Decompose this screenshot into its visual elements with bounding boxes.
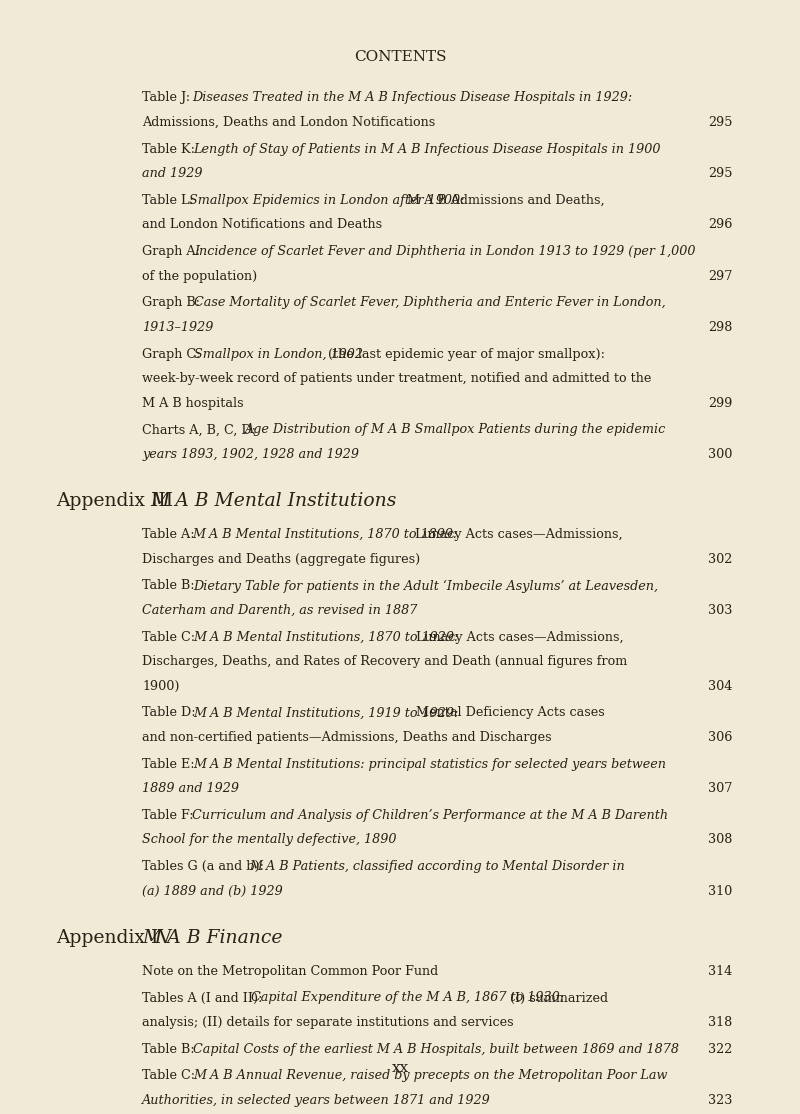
Text: Graph B:: Graph B:: [142, 296, 205, 310]
Text: 295: 295: [708, 116, 733, 129]
Text: 308: 308: [708, 833, 732, 847]
Text: Caterham and Darenth, as revised in 1887: Caterham and Darenth, as revised in 1887: [142, 604, 418, 617]
Text: M A B Mental Institutions: M A B Mental Institutions: [150, 492, 397, 510]
Text: analysis; (II) details for separate institutions and services: analysis; (II) details for separate inst…: [142, 1016, 514, 1029]
Text: Table L:: Table L:: [142, 194, 198, 207]
Text: Mental Deficiency Acts cases: Mental Deficiency Acts cases: [412, 706, 605, 720]
Text: 1913–1929: 1913–1929: [142, 321, 214, 334]
Text: 295: 295: [708, 167, 733, 180]
Text: Diseases Treated in the M A B Infectious Disease Hospitals in 1929:: Diseases Treated in the M A B Infectious…: [192, 91, 632, 105]
Text: Table F:: Table F:: [142, 809, 198, 822]
Text: M A B Admissions and Deaths,: M A B Admissions and Deaths,: [403, 194, 605, 207]
Text: 306: 306: [708, 731, 732, 744]
Text: xx: xx: [391, 1061, 409, 1075]
Text: M A B Mental Institutions, 1919 to 1929:: M A B Mental Institutions, 1919 to 1929:: [193, 706, 458, 720]
Text: 302: 302: [708, 553, 732, 566]
Text: 297: 297: [708, 270, 732, 283]
Text: (I) summarized: (I) summarized: [506, 991, 608, 1005]
Text: Table B:: Table B:: [142, 579, 199, 593]
Text: 307: 307: [708, 782, 732, 795]
Text: Capital Expenditure of the M A B, 1867 to 1930:: Capital Expenditure of the M A B, 1867 t…: [251, 991, 564, 1005]
Text: (the last epidemic year of major smallpox):: (the last epidemic year of major smallpo…: [324, 348, 605, 361]
Text: CONTENTS: CONTENTS: [354, 50, 446, 65]
Text: Graph A:: Graph A:: [142, 245, 205, 258]
Text: Table A:: Table A:: [142, 528, 199, 541]
Text: Curriculum and Analysis of Children’s Performance at the M A B Darenth: Curriculum and Analysis of Children’s Pe…: [192, 809, 668, 822]
Text: Table E:: Table E:: [142, 758, 199, 771]
Text: Smallpox Epidemics in London after 1900:: Smallpox Epidemics in London after 1900:: [189, 194, 464, 207]
Text: Case Mortality of Scarlet Fever, Diphtheria and Enteric Fever in London,: Case Mortality of Scarlet Fever, Diphthe…: [194, 296, 666, 310]
Text: 296: 296: [708, 218, 732, 232]
Text: Table C:: Table C:: [142, 1069, 199, 1083]
Text: Capital Costs of the earliest M A B Hospitals, built between 1869 and 1878: Capital Costs of the earliest M A B Hosp…: [193, 1043, 678, 1056]
Text: Appendix III: Appendix III: [56, 492, 185, 510]
Text: M A B Mental Institutions: principal statistics for selected years between: M A B Mental Institutions: principal sta…: [193, 758, 666, 771]
Text: 304: 304: [708, 680, 732, 693]
Text: 322: 322: [708, 1043, 732, 1056]
Text: M A B Mental Institutions, 1870 to 1899:: M A B Mental Institutions, 1870 to 1899:: [192, 528, 458, 541]
Text: Appendix IV: Appendix IV: [56, 929, 184, 947]
Text: Lunacy Acts cases—Admissions,: Lunacy Acts cases—Admissions,: [411, 528, 623, 541]
Text: years 1893, 1902, 1928 and 1929: years 1893, 1902, 1928 and 1929: [142, 448, 359, 461]
Text: Graph C:: Graph C:: [142, 348, 205, 361]
Text: and 1929: and 1929: [142, 167, 203, 180]
Text: and London Notifications and Deaths: and London Notifications and Deaths: [142, 218, 382, 232]
Text: Admissions, Deaths and London Notifications: Admissions, Deaths and London Notificati…: [142, 116, 436, 129]
Text: M A B Patients, classified according to Mental Disorder in: M A B Patients, classified according to …: [250, 860, 626, 873]
Text: Incidence of Scarlet Fever and Diphtheria in London 1913 to 1929 (per 1,000: Incidence of Scarlet Fever and Diphtheri…: [194, 245, 696, 258]
Text: Tables A (I and II):: Tables A (I and II):: [142, 991, 267, 1005]
Text: 323: 323: [708, 1094, 732, 1107]
Text: Tables G (a and b):: Tables G (a and b):: [142, 860, 268, 873]
Text: 318: 318: [708, 1016, 732, 1029]
Text: M A B Annual Revenue, raised by precepts on the Metropolitan Poor Law: M A B Annual Revenue, raised by precepts…: [193, 1069, 667, 1083]
Text: 1889 and 1929: 1889 and 1929: [142, 782, 239, 795]
Text: Table D:: Table D:: [142, 706, 200, 720]
Text: Table B:: Table B:: [142, 1043, 199, 1056]
Text: 310: 310: [708, 885, 732, 898]
Text: 314: 314: [708, 965, 732, 978]
Text: Discharges, Deaths, and Rates of Recovery and Death (annual figures from: Discharges, Deaths, and Rates of Recover…: [142, 655, 628, 668]
Text: Table C:: Table C:: [142, 631, 199, 644]
Text: (a) 1889 and (b) 1929: (a) 1889 and (b) 1929: [142, 885, 283, 898]
Text: School for the mentally defective, 1890: School for the mentally defective, 1890: [142, 833, 397, 847]
Text: Smallpox in London, 1902: Smallpox in London, 1902: [194, 348, 363, 361]
Text: Table K:: Table K:: [142, 143, 199, 156]
Text: of the population): of the population): [142, 270, 258, 283]
Text: 303: 303: [708, 604, 732, 617]
Text: 298: 298: [708, 321, 732, 334]
Text: Dietary Table for patients in the Adult ‘Imbecile Asylums’ at Leavesden,: Dietary Table for patients in the Adult …: [193, 579, 658, 593]
Text: 300: 300: [708, 448, 732, 461]
Text: Age Distribution of M A B Smallpox Patients during the epidemic: Age Distribution of M A B Smallpox Patie…: [245, 423, 666, 437]
Text: Note on the Metropolitan Common Poor Fund: Note on the Metropolitan Common Poor Fun…: [142, 965, 438, 978]
Text: M A B Mental Institutions, 1870 to 1929:: M A B Mental Institutions, 1870 to 1929:: [193, 631, 458, 644]
Text: M A B hospitals: M A B hospitals: [142, 397, 244, 410]
Text: Discharges and Deaths (aggregate figures): Discharges and Deaths (aggregate figures…: [142, 553, 421, 566]
Text: 299: 299: [708, 397, 732, 410]
Text: week-by-week record of patients under treatment, notified and admitted to the: week-by-week record of patients under tr…: [142, 372, 652, 385]
Text: Charts A, B, C, D:: Charts A, B, C, D:: [142, 423, 260, 437]
Text: Length of Stay of Patients in M A B Infectious Disease Hospitals in 1900: Length of Stay of Patients in M A B Infe…: [193, 143, 660, 156]
Text: Table J:: Table J:: [142, 91, 194, 105]
Text: 1900): 1900): [142, 680, 180, 693]
Text: Authorities, in selected years between 1871 and 1929: Authorities, in selected years between 1…: [142, 1094, 491, 1107]
Text: and non-certified patients—Admissions, Deaths and Discharges: and non-certified patients—Admissions, D…: [142, 731, 552, 744]
Text: M A B Finance: M A B Finance: [142, 929, 283, 947]
Text: Lunacy Acts cases—Admissions,: Lunacy Acts cases—Admissions,: [412, 631, 624, 644]
